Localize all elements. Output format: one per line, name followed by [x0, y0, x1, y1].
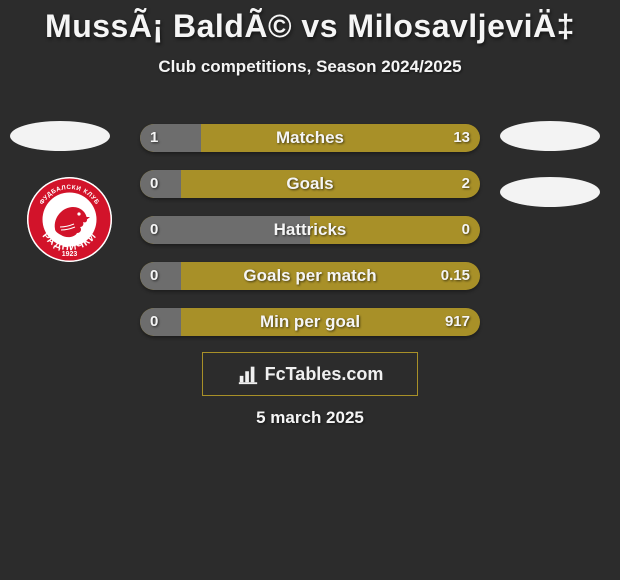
radnicki-badge-icon: ФУДБАЛСКИ КЛУБ РАДНИЧКИ 1923	[27, 177, 112, 262]
stat-label: Goals per match	[140, 262, 480, 290]
stat-value-left: 0	[140, 308, 168, 336]
stat-value-left: 0	[140, 170, 168, 198]
stat-label: Goals	[140, 170, 480, 198]
svg-text:1923: 1923	[62, 251, 78, 258]
stat-value-right: 2	[452, 170, 480, 198]
comparison-infographic: MussÃ¡ BaldÃ© vs MilosavljeviÄ‡ Club com…	[0, 0, 620, 580]
player-left-club-badge: ФУДБАЛСКИ КЛУБ РАДНИЧКИ 1923	[27, 177, 112, 262]
stat-row: 0 917Min per goal	[140, 308, 480, 336]
bar-chart-icon	[237, 363, 259, 385]
stat-value-left: 0	[140, 262, 168, 290]
stat-row: 00Hattricks	[140, 216, 480, 244]
stat-value-left: 0	[140, 216, 168, 244]
brand-box: FcTables.com	[202, 352, 418, 396]
stat-value-right: 917	[435, 308, 480, 336]
brand-text: FcTables.com	[265, 364, 384, 385]
stat-row: 0 0.15Goals per match	[140, 262, 480, 290]
date-text: 5 march 2025	[0, 408, 620, 428]
page-title: MussÃ¡ BaldÃ© vs MilosavljeviÄ‡	[0, 0, 620, 45]
stat-label: Min per goal	[140, 308, 480, 336]
page-subtitle: Club competitions, Season 2024/2025	[0, 57, 620, 77]
player-left-avatar	[10, 121, 110, 151]
stat-value-right: 0	[452, 216, 480, 244]
stat-row: 0 2Goals	[140, 170, 480, 198]
stat-value-right: 0.15	[431, 262, 480, 290]
stats-bars: 113Matches02Goals00Hattricks00.15Goals p…	[140, 124, 480, 354]
stat-value-right: 13	[443, 124, 480, 152]
stat-row: 113Matches	[140, 124, 480, 152]
stat-value-left: 1	[140, 124, 168, 152]
player-right-club-badge	[500, 177, 600, 207]
player-right-avatar	[500, 121, 600, 151]
